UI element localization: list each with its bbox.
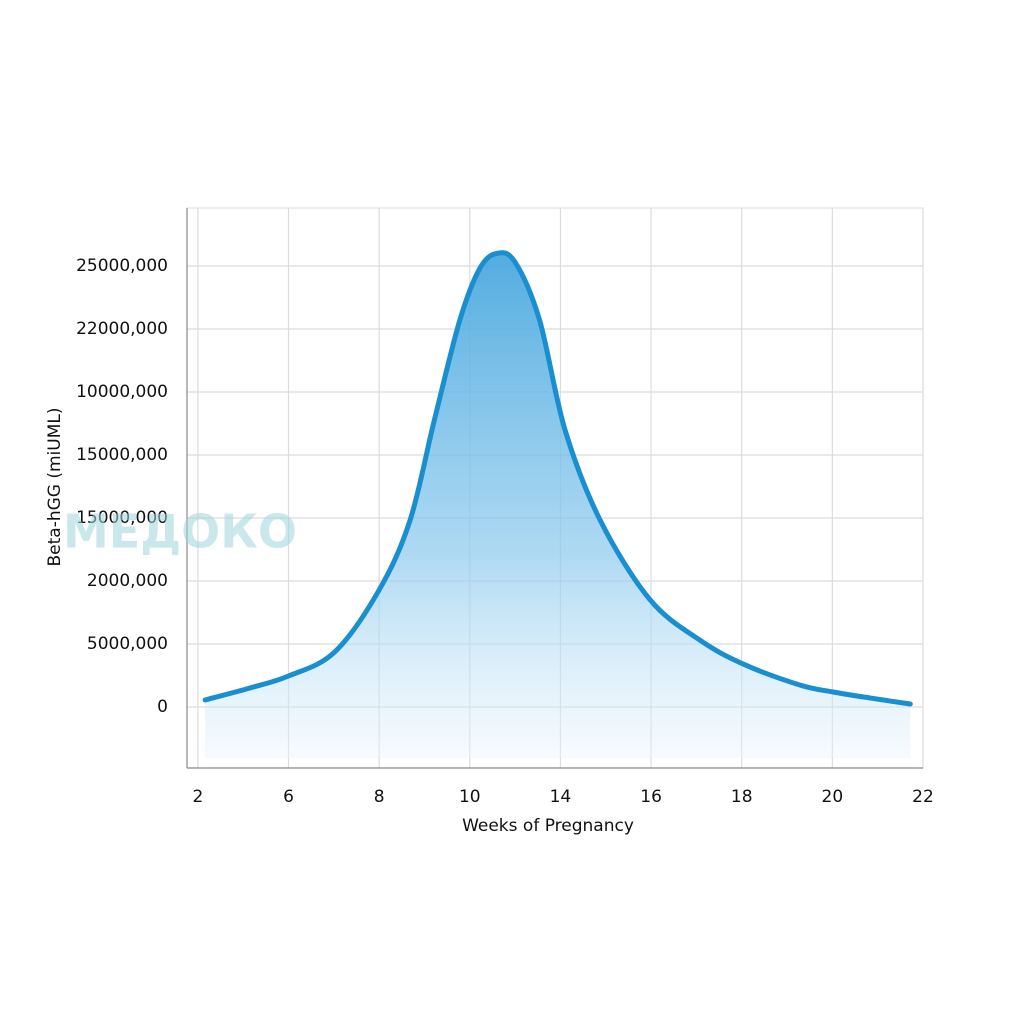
y-tick-label: 5000,000 [87, 634, 168, 654]
line [202, 250, 913, 707]
y-tick-label: 0 [157, 697, 168, 717]
y-tick-label: 22000,000 [76, 319, 168, 339]
x-tick-label: 10 [459, 787, 481, 807]
x-tick-label: 8 [374, 787, 385, 807]
x-axis-label: Weeks of Pregnancy [462, 816, 634, 836]
x-tick-label: 6 [283, 787, 294, 807]
y-tick-label: 15000,000 [76, 508, 168, 528]
x-tick-label: 2 [192, 787, 203, 807]
x-tick-label: 18 [731, 787, 753, 807]
x-tick-label: 16 [640, 787, 662, 807]
y-tick-label: 15000,000 [76, 445, 168, 465]
x-tick-label: 20 [822, 787, 844, 807]
area-fill [205, 252, 911, 758]
y-tick-label: 2000,000 [87, 571, 168, 591]
y-tick-label: 25000,000 [76, 256, 168, 276]
y-axis-label: Beta-hGG (miUML) [45, 408, 65, 567]
x-tick-label: 14 [550, 787, 572, 807]
x-tick-label: 22 [912, 787, 934, 807]
y-tick-label: 10000,000 [76, 382, 168, 402]
watermark: МЕДОКО [63, 505, 297, 559]
